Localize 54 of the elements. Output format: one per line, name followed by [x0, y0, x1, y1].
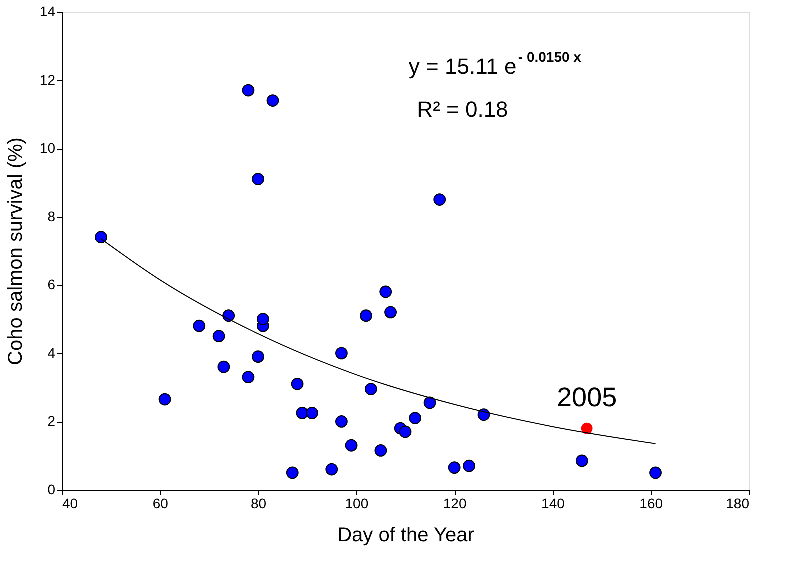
point: [360, 310, 372, 322]
point: [448, 462, 461, 474]
x-tick-label: 60: [152, 496, 169, 512]
x-tick-label: 80: [250, 496, 267, 512]
y-tick-label: 10: [40, 140, 56, 156]
point: [256, 313, 270, 326]
x-tick-label: 140: [542, 496, 566, 512]
point: [650, 466, 662, 480]
point: [326, 463, 338, 476]
point: [434, 194, 446, 206]
point: [336, 347, 348, 360]
point: [212, 330, 226, 343]
point: [424, 396, 436, 410]
point: [158, 393, 172, 406]
point: [581, 422, 593, 434]
y-tick-label: 2: [48, 413, 56, 430]
point: [374, 444, 388, 457]
point: [286, 466, 299, 480]
annotation: R² = 0.18: [417, 97, 508, 122]
y-tick-label: 12: [40, 72, 56, 88]
y-tick-label: 14: [40, 4, 56, 20]
point: [463, 460, 476, 472]
x-axis-title: Day of the Year: [338, 524, 475, 546]
point: [306, 406, 318, 420]
point: [576, 454, 588, 468]
point: [95, 231, 108, 244]
x-tick-label: 180: [726, 496, 750, 512]
point: [218, 360, 230, 374]
point: [242, 84, 255, 97]
point: [478, 408, 490, 422]
x-tick-label: 120: [443, 496, 467, 512]
point: [380, 286, 392, 298]
point: [291, 378, 304, 390]
annotation: 2005: [557, 382, 618, 413]
x-tick-label: 40: [62, 496, 78, 512]
point: [252, 350, 264, 364]
x-tick-label: 100: [345, 496, 369, 512]
point: [364, 383, 378, 396]
y-tick-label: 8: [48, 208, 56, 224]
point: [345, 439, 358, 452]
point: [409, 412, 422, 424]
point: [266, 94, 280, 107]
y-axis-title: Coho salmon survival (%): [4, 138, 27, 366]
point: [384, 306, 397, 319]
y-tick-label: 0: [48, 482, 56, 498]
x-tick-label: 160: [640, 496, 664, 512]
point: [193, 320, 206, 332]
point: [399, 426, 412, 438]
y-tick-label: 6: [48, 276, 56, 293]
point: [222, 310, 236, 322]
point: [242, 371, 255, 384]
point: [336, 416, 348, 428]
y-tick-label: 4: [48, 344, 56, 361]
point: [252, 173, 264, 186]
